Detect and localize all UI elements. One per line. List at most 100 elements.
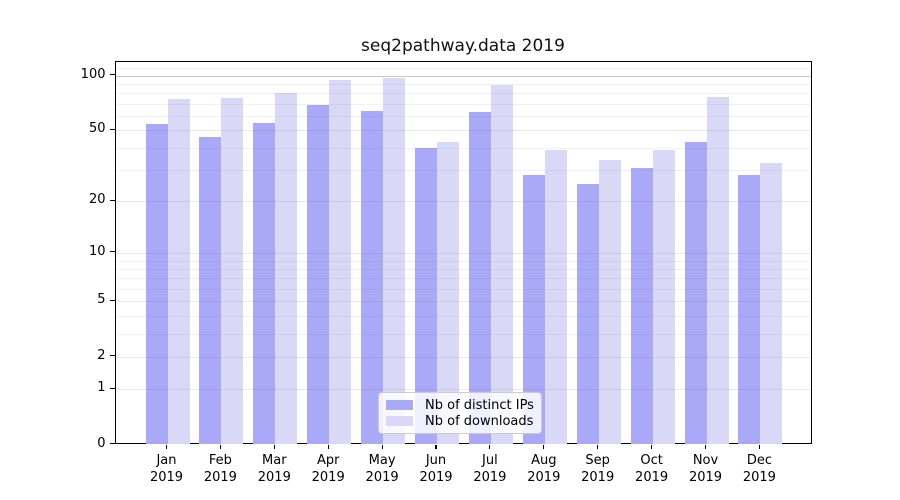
- bar-oct-ips: [630, 167, 653, 445]
- minor-gridline: [115, 315, 811, 317]
- x-tick-year-label: 2019: [419, 469, 453, 485]
- x-tick-label: Feb 2019: [190, 452, 250, 486]
- x-tick: [704, 444, 707, 449]
- major-gridline-100: [115, 75, 811, 77]
- x-tick-label: Aug 2019: [514, 452, 574, 486]
- minor-gridline: [115, 103, 811, 105]
- x-tick: [165, 444, 168, 449]
- x-tick: [597, 444, 599, 449]
- major-gridline: [115, 389, 811, 391]
- y-tick: [109, 387, 115, 389]
- legend-item-downloads: Nb of downloads: [386, 413, 534, 429]
- major-gridline: [115, 301, 811, 303]
- bar-jan-ips: [145, 124, 168, 445]
- bar-may-ips: [361, 110, 384, 445]
- bar-jun-downloads: [437, 142, 459, 445]
- legend-label-distinct-ips: Nb of distinct IPs: [425, 397, 534, 413]
- bar-mar-ips: [253, 122, 276, 445]
- y-tick-label: 50: [88, 121, 106, 137]
- x-tick-year-label: 2019: [581, 469, 615, 485]
- bar-sep-ips: [576, 184, 599, 445]
- minor-gridline: [115, 260, 811, 262]
- x-tick-year-label: 2019: [311, 469, 345, 485]
- bar-oct-downloads: [652, 149, 675, 445]
- bar-jul-ips: [468, 112, 491, 445]
- bar-nov-ips: [684, 142, 707, 445]
- x-tick: [489, 444, 491, 449]
- bar-dec-downloads: [760, 162, 783, 445]
- x-tick: [435, 444, 437, 449]
- legend-swatch-downloads-icon: [386, 416, 413, 426]
- x-tick: [651, 444, 653, 449]
- y-tick: [109, 251, 115, 253]
- y-tick: [109, 74, 115, 76]
- minor-gridline: [115, 289, 811, 290]
- major-gridline: [115, 252, 811, 254]
- x-tick-year-label: 2019: [742, 469, 776, 485]
- minor-gridline: [115, 93, 811, 95]
- chart-title: seq2pathway.data 2019: [361, 36, 565, 56]
- bar-mar-downloads: [275, 93, 298, 445]
- y-tick: [109, 355, 115, 357]
- bar-apr-downloads: [329, 79, 352, 445]
- minor-gridline: [115, 268, 811, 270]
- x-tick-label: Jan 2019: [137, 452, 197, 486]
- x-tick: [543, 444, 545, 449]
- bar-jan-downloads: [167, 99, 190, 445]
- x-tick: [381, 444, 383, 449]
- x-tick-year-label: 2019: [203, 469, 237, 485]
- y-tick-label: 0: [97, 435, 106, 451]
- major-gridline: [115, 356, 811, 358]
- minor-gridline: [115, 170, 811, 172]
- y-tick-label: 5: [97, 292, 106, 308]
- bar-feb-ips: [199, 136, 222, 445]
- x-tick-year-label: 2019: [635, 469, 669, 485]
- bar-apr-ips: [307, 105, 330, 445]
- x-tick-year-label: 2019: [257, 469, 291, 485]
- bar-dec-ips: [738, 175, 761, 445]
- legend-swatch-distinct-ips-icon: [386, 400, 413, 410]
- minor-gridline: [115, 68, 811, 70]
- legend-item-distinct-ips: Nb of distinct IPs: [386, 397, 534, 413]
- minor-gridline: [115, 333, 811, 335]
- x-tick-label: Mar 2019: [244, 452, 304, 486]
- y-tick-label: 20: [88, 192, 106, 208]
- bar-jul-downloads: [490, 84, 513, 445]
- bar-aug-ips: [522, 175, 545, 445]
- y-tick-label: 10: [88, 243, 106, 259]
- y-tick-label: 100: [80, 66, 106, 82]
- bar-may-downloads: [383, 78, 406, 445]
- x-tick-year-label: 2019: [527, 469, 561, 485]
- x-tick: [758, 444, 760, 449]
- major-gridline: [115, 130, 811, 132]
- plot-area: [114, 61, 812, 445]
- minor-gridline: [115, 115, 811, 117]
- y-tick-label: 1: [97, 380, 106, 396]
- x-tick-label: Apr 2019: [298, 452, 358, 486]
- y-tick: [109, 128, 115, 130]
- x-tick: [273, 444, 275, 449]
- bar-sep-downloads: [598, 160, 621, 445]
- x-tick-label: May 2019: [352, 452, 412, 486]
- x-tick-year-label: 2019: [365, 469, 399, 485]
- y-tick-label: 2: [97, 347, 106, 363]
- x-tick-year-label: 2019: [473, 469, 507, 485]
- major-gridline: [115, 201, 811, 203]
- bar-nov-downloads: [706, 97, 729, 445]
- x-tick-label: Jun 2019: [406, 452, 466, 486]
- bar-feb-downloads: [221, 98, 244, 445]
- x-tick-label: Oct 2019: [622, 452, 682, 486]
- legend-label-downloads: Nb of downloads: [425, 413, 534, 429]
- x-tick-label: Dec 2019: [729, 452, 789, 486]
- y-tick: [109, 299, 115, 301]
- x-tick-year-label: 2019: [688, 469, 723, 485]
- bar-aug-downloads: [544, 149, 567, 445]
- x-tick-label: Sep 2019: [568, 452, 628, 486]
- x-tick: [327, 444, 329, 449]
- minor-gridline: [115, 84, 811, 86]
- minor-gridline: [115, 147, 811, 149]
- bar-jun-ips: [415, 147, 437, 445]
- y-tick: [109, 442, 115, 445]
- x-tick-label: Jul 2019: [460, 452, 520, 486]
